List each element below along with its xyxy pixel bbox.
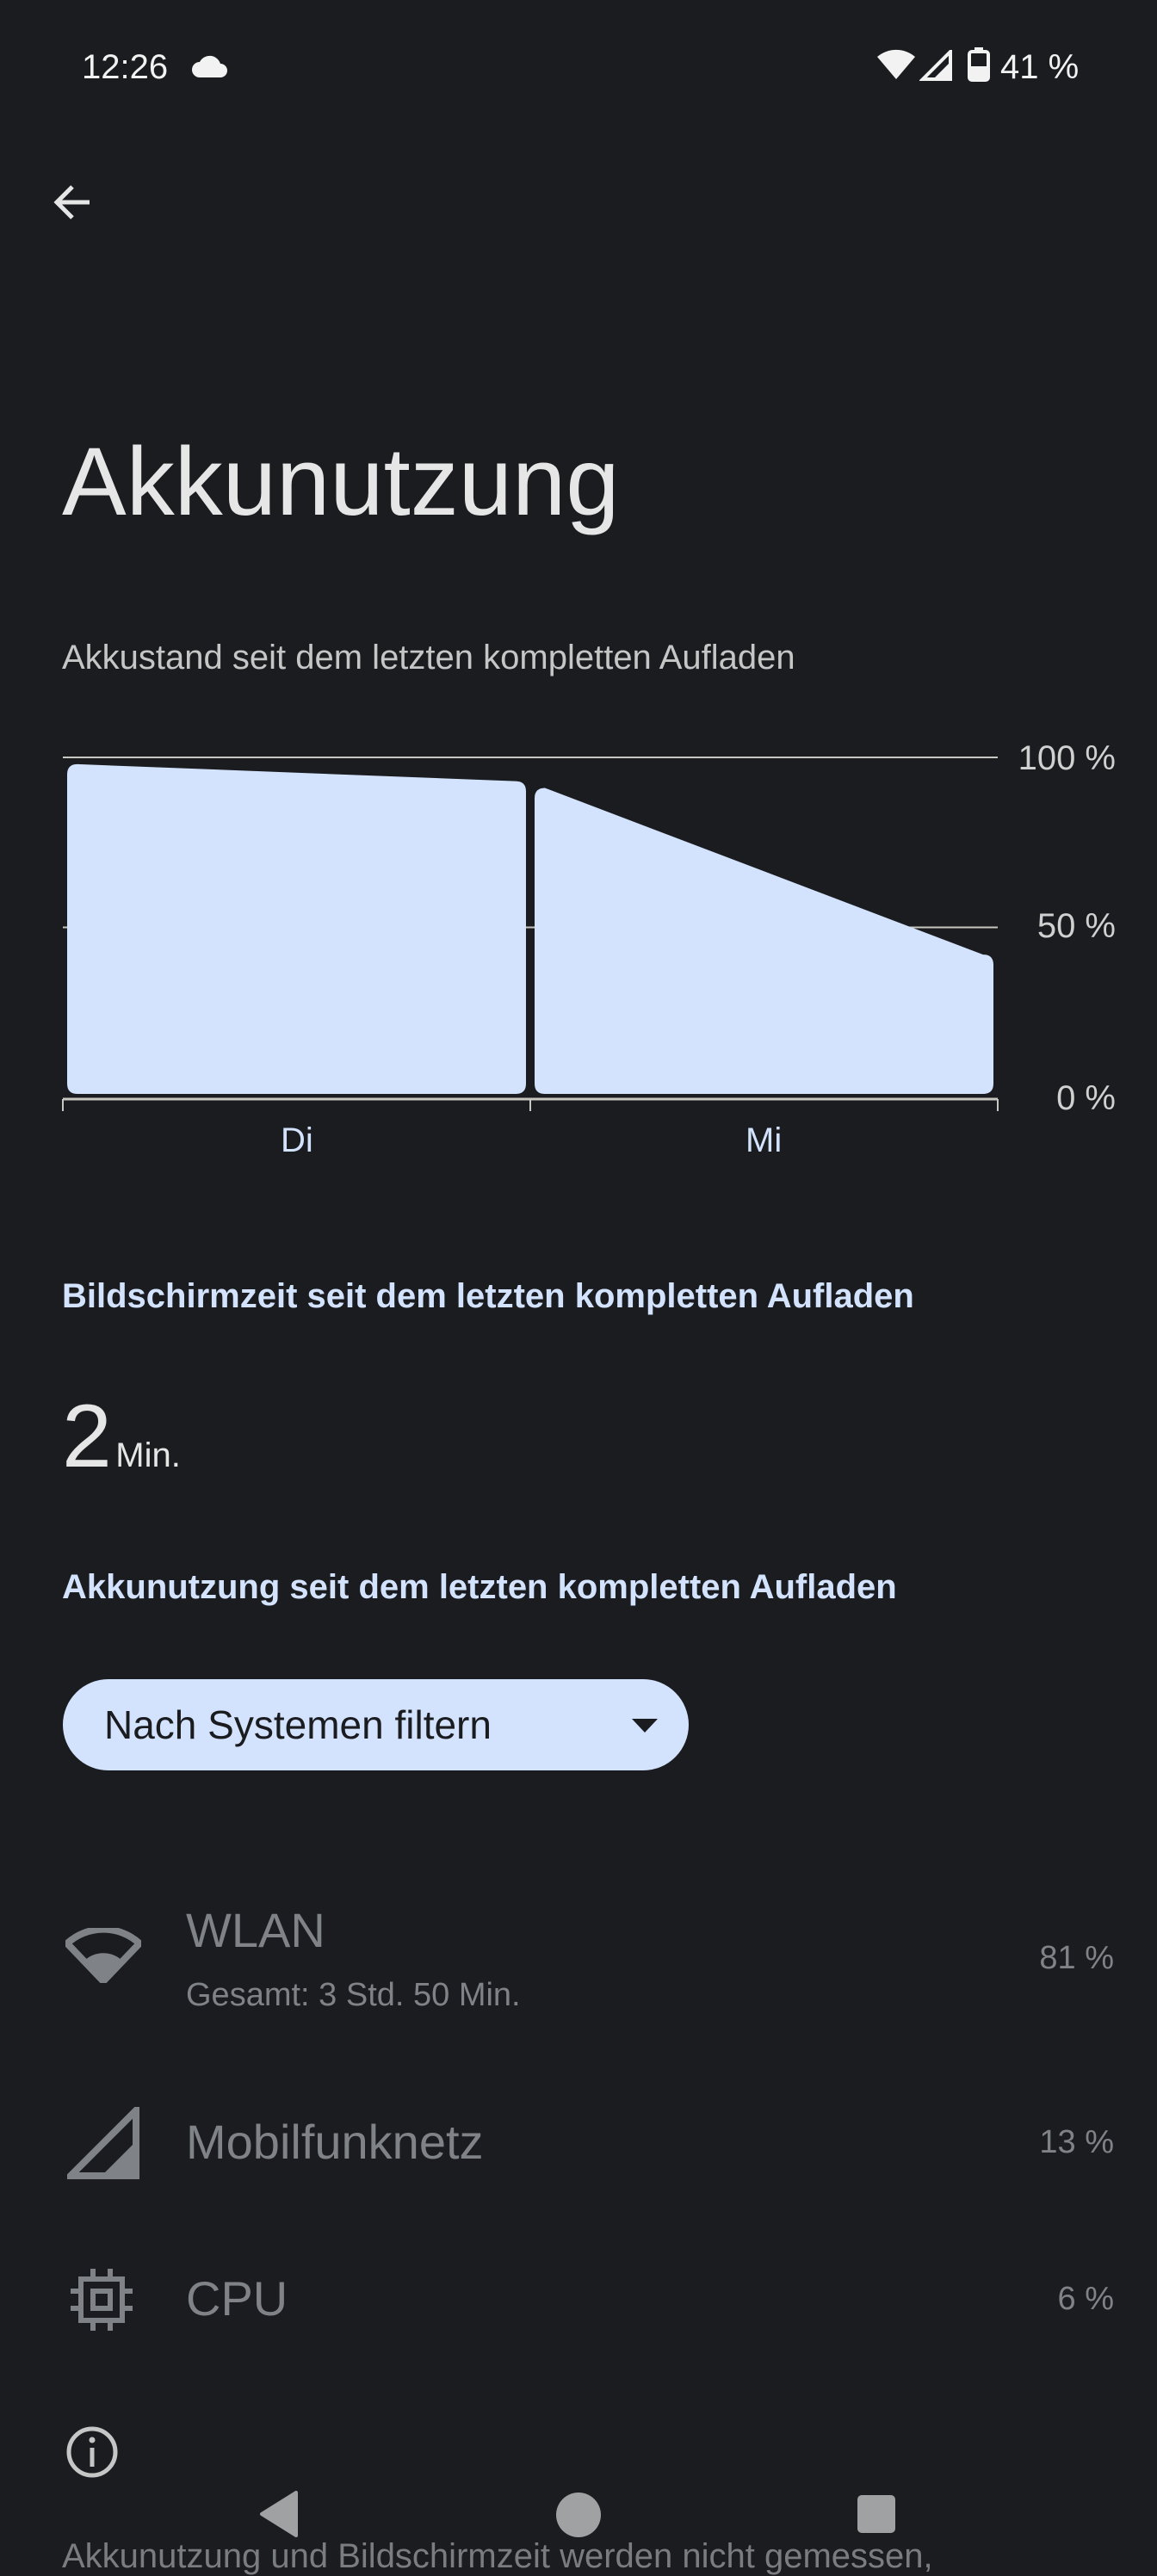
- nav-back-icon[interactable]: [258, 2491, 301, 2537]
- page-title: Akkunutzung: [62, 428, 620, 535]
- y-tick-100: 100 %: [1018, 739, 1116, 777]
- screen-time-unit: Min.: [115, 1436, 181, 1474]
- y-tick-0: 0 %: [1056, 1079, 1116, 1117]
- usage-label: Akkunutzung seit dem letzten kompletten …: [62, 1568, 897, 1606]
- battery-chart: [62, 757, 999, 1111]
- wifi-icon: [877, 49, 915, 79]
- screen-time-label: Bildschirmzeit seit dem letzten komplett…: [62, 1277, 914, 1315]
- signal-icon: [67, 2107, 139, 2179]
- battery-segment-Mi: [535, 788, 993, 1094]
- row-percent: 13 %: [1039, 2124, 1114, 2160]
- row-title: Mobilfunknetz: [186, 2115, 484, 2169]
- x-tick-di: Di: [281, 1121, 313, 1159]
- row-detail: Gesamt: 3 Std. 50 Min.: [186, 1977, 521, 2013]
- row-percent: 81 %: [1039, 1940, 1114, 1976]
- cpu-icon: [71, 2269, 133, 2331]
- nav-recents-icon[interactable]: [856, 2493, 897, 2535]
- nav-home-icon[interactable]: [554, 2491, 603, 2539]
- filter-dropdown[interactable]: Nach Systemen filtern: [63, 1679, 689, 1770]
- battery-icon: [968, 47, 990, 82]
- status-time: 12:26: [82, 48, 169, 86]
- x-tick-mi: Mi: [746, 1121, 783, 1159]
- row-title: CPU: [186, 2271, 288, 2326]
- signal-icon: [919, 50, 952, 81]
- info-icon: [66, 2426, 118, 2478]
- screen-time-value: 2 Min.: [62, 1386, 181, 1488]
- chevron-down-icon: [632, 1719, 658, 1733]
- filter-label: Nach Systemen filtern: [104, 1702, 492, 1747]
- y-tick-50: 50 %: [1036, 907, 1116, 945]
- battery-segment-Di: [67, 763, 526, 1094]
- chart-subtitle: Akkustand seit dem letzten kompletten Au…: [62, 639, 795, 676]
- back-arrow-icon[interactable]: [48, 178, 96, 226]
- row-percent: 6 %: [1057, 2281, 1114, 2317]
- screen-time-number: 2: [62, 1387, 112, 1486]
- footer-note: Akkunutzung und Bildschirmzeit werden ni…: [62, 2537, 933, 2575]
- cloud-icon: [192, 55, 227, 77]
- row-title: WLAN: [186, 1903, 325, 1957]
- battery-percent: 41 %: [1000, 48, 1080, 86]
- wifi-icon: [65, 1928, 141, 1983]
